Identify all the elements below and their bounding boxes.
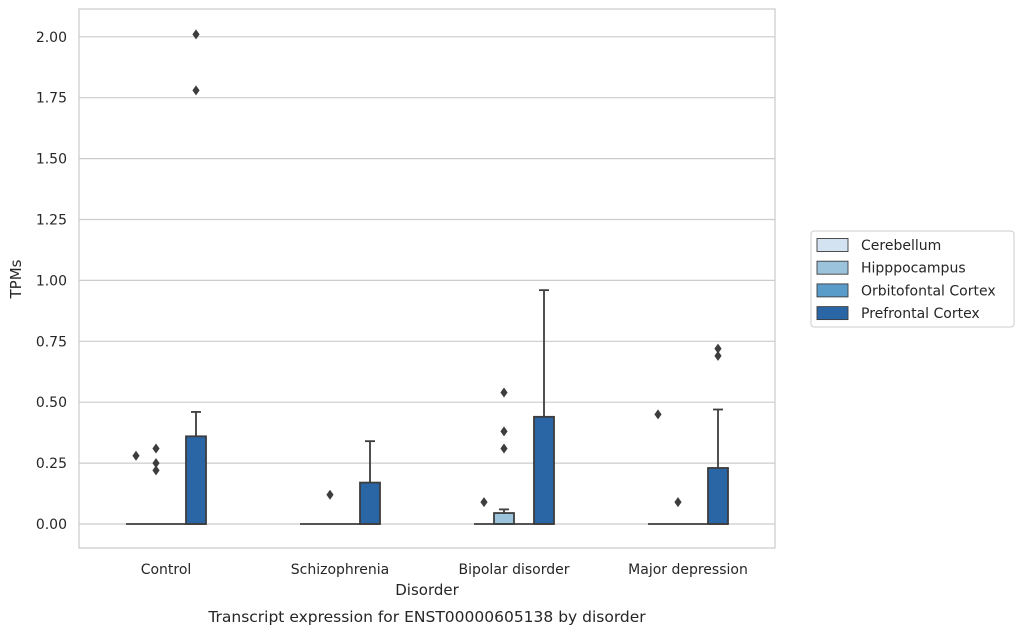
legend-frame — [810, 230, 1015, 328]
box-group — [707, 343, 729, 525]
legend: Cerebellum Hipppocampus Orbitofontal Corte… — [810, 230, 1015, 328]
outlier-point — [500, 387, 508, 398]
outlier-point — [674, 497, 682, 508]
x-axis-title: Disorder — [395, 581, 459, 599]
y-tick-label: 0.25 — [36, 456, 67, 472]
box-group — [474, 497, 494, 525]
box — [185, 435, 207, 525]
chart-caption: Transcript expression for ENST0000060513… — [207, 608, 646, 626]
x-tick-label: Schizophrenia — [291, 562, 389, 578]
x-tick-label: Bipolar disorder — [458, 562, 569, 578]
box — [707, 467, 729, 525]
y-tick-label: 1.00 — [36, 273, 67, 289]
y-tick-label: 0.00 — [36, 517, 67, 533]
outlier-point — [192, 85, 200, 96]
box-group — [359, 440, 381, 525]
legend-item: Prefrontal Cortex — [816, 306, 980, 322]
legend-item: Orbitofontal Cortex — [816, 283, 996, 299]
legend-label: Hipppocampus — [861, 261, 966, 277]
box-group — [648, 409, 668, 525]
outlier-point — [326, 489, 334, 500]
legend-label: Prefrontal Cortex — [861, 306, 980, 322]
legend-item: Cerebellum — [816, 238, 941, 254]
outlier-point — [714, 350, 722, 361]
box-group — [533, 289, 555, 525]
box-group — [320, 489, 340, 525]
y-axis-title: TPMs — [7, 259, 25, 299]
box-group — [493, 387, 515, 525]
y-tick-labels: 0.00 0.25 0.50 0.75 1.00 1.25 1.50 1.75 2.00 — [36, 30, 67, 533]
legend-swatch — [816, 260, 849, 275]
legend-swatch — [816, 283, 849, 298]
outlier-point — [152, 443, 160, 454]
y-tick-label: 0.50 — [36, 395, 67, 411]
box-group — [146, 443, 166, 525]
y-tick-label: 1.50 — [36, 152, 67, 168]
outlier-point — [500, 426, 508, 437]
box — [533, 415, 555, 525]
x-tick-labels: Control Schizophrenia Bipolar disorder Majo… — [141, 562, 748, 578]
outlier-point — [152, 465, 160, 476]
box-group — [126, 450, 146, 525]
legend-label: Cerebellum — [861, 238, 941, 254]
x-tick-label: Control — [141, 562, 192, 578]
outlier-point — [654, 409, 662, 420]
outlier-point — [192, 29, 200, 40]
box — [359, 481, 381, 525]
outlier-point — [132, 450, 140, 461]
series-hipppocampus — [146, 387, 688, 525]
series-prefrontal-cortex — [185, 29, 729, 525]
outlier-point — [714, 343, 722, 354]
legend-item: Hipppocampus — [816, 260, 966, 277]
outlier-point — [152, 458, 160, 469]
outlier-point — [500, 443, 508, 454]
plot-frame — [78, 8, 776, 549]
box — [493, 512, 515, 525]
outlier-point — [480, 497, 488, 508]
y-tick-label: 1.75 — [36, 91, 67, 107]
legend-label: Orbitofontal Cortex — [861, 283, 996, 299]
series-cerebellum — [126, 409, 668, 525]
box-group — [668, 497, 688, 525]
plot-area-background — [79, 9, 775, 548]
y-tick-label: 2.00 — [36, 30, 67, 46]
box-group — [185, 29, 207, 525]
legend-swatch — [816, 238, 849, 252]
y-tick-label: 0.75 — [36, 334, 67, 350]
x-tick-label: Major depression — [628, 562, 748, 578]
legend-swatch — [816, 306, 849, 321]
y-tick-label: 1.25 — [36, 213, 67, 229]
box-series — [126, 29, 729, 525]
